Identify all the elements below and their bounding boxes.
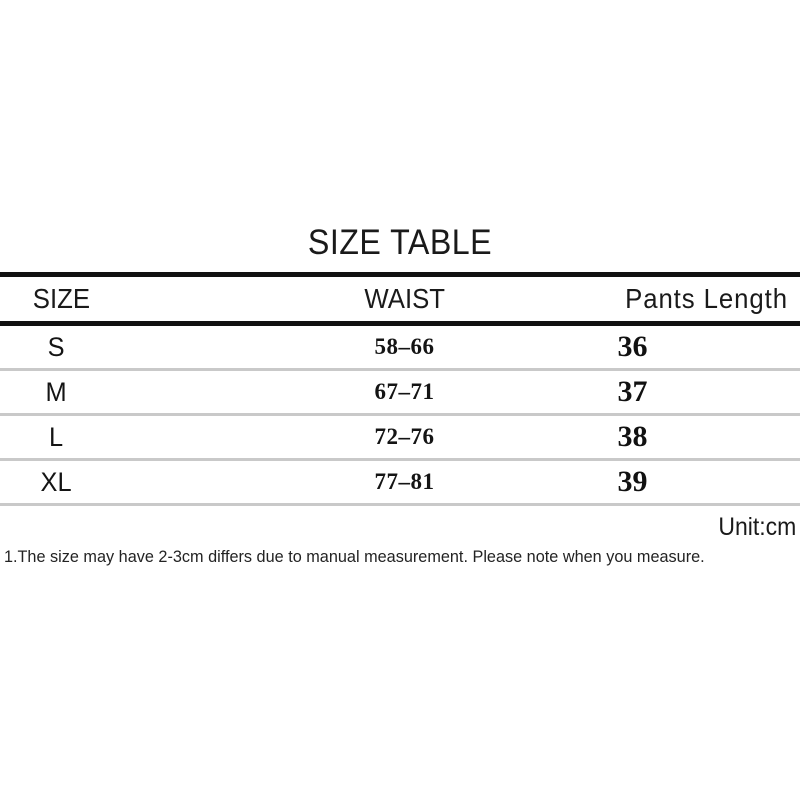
table-body: S 58–66 36 M 67–71 37 L 72–76 38 XL 77–8… (0, 324, 800, 505)
cell-length: 38 (617, 420, 648, 453)
size-table-block: SIZE TABLE SIZE WAIST Pants Length S 58–… (0, 225, 800, 567)
cell-size: L (48, 421, 64, 452)
unit-label: Unit:cm (718, 513, 797, 541)
cell-size: XL (40, 466, 72, 497)
table-header: SIZE WAIST Pants Length (0, 274, 800, 324)
cell-waist: 58–66 (374, 334, 435, 359)
cell-size: S (47, 331, 65, 362)
page-title: SIZE TABLE (307, 223, 493, 262)
table-header-row: SIZE WAIST Pants Length (0, 274, 800, 324)
measurement-note: 1.The size may have 2-3cm differs due to… (3, 548, 705, 566)
cell-waist: 77–81 (374, 469, 435, 494)
column-header-pants-length: Pants Length (625, 283, 788, 314)
table-row: L 72–76 38 (0, 415, 800, 460)
table-row: XL 77–81 39 (0, 460, 800, 505)
cell-waist: 67–71 (374, 379, 435, 404)
table-row: S 58–66 36 (0, 324, 800, 370)
cell-length: 39 (617, 465, 648, 498)
column-header-size: SIZE (32, 283, 91, 314)
cell-length: 36 (617, 330, 648, 363)
column-header-waist: WAIST (364, 283, 446, 314)
table-row: M 67–71 37 (0, 370, 800, 415)
cell-length: 37 (617, 375, 648, 408)
cell-waist: 72–76 (374, 424, 435, 449)
size-table: SIZE WAIST Pants Length S 58–66 36 M 67–… (0, 272, 800, 506)
cell-size: M (45, 376, 67, 407)
